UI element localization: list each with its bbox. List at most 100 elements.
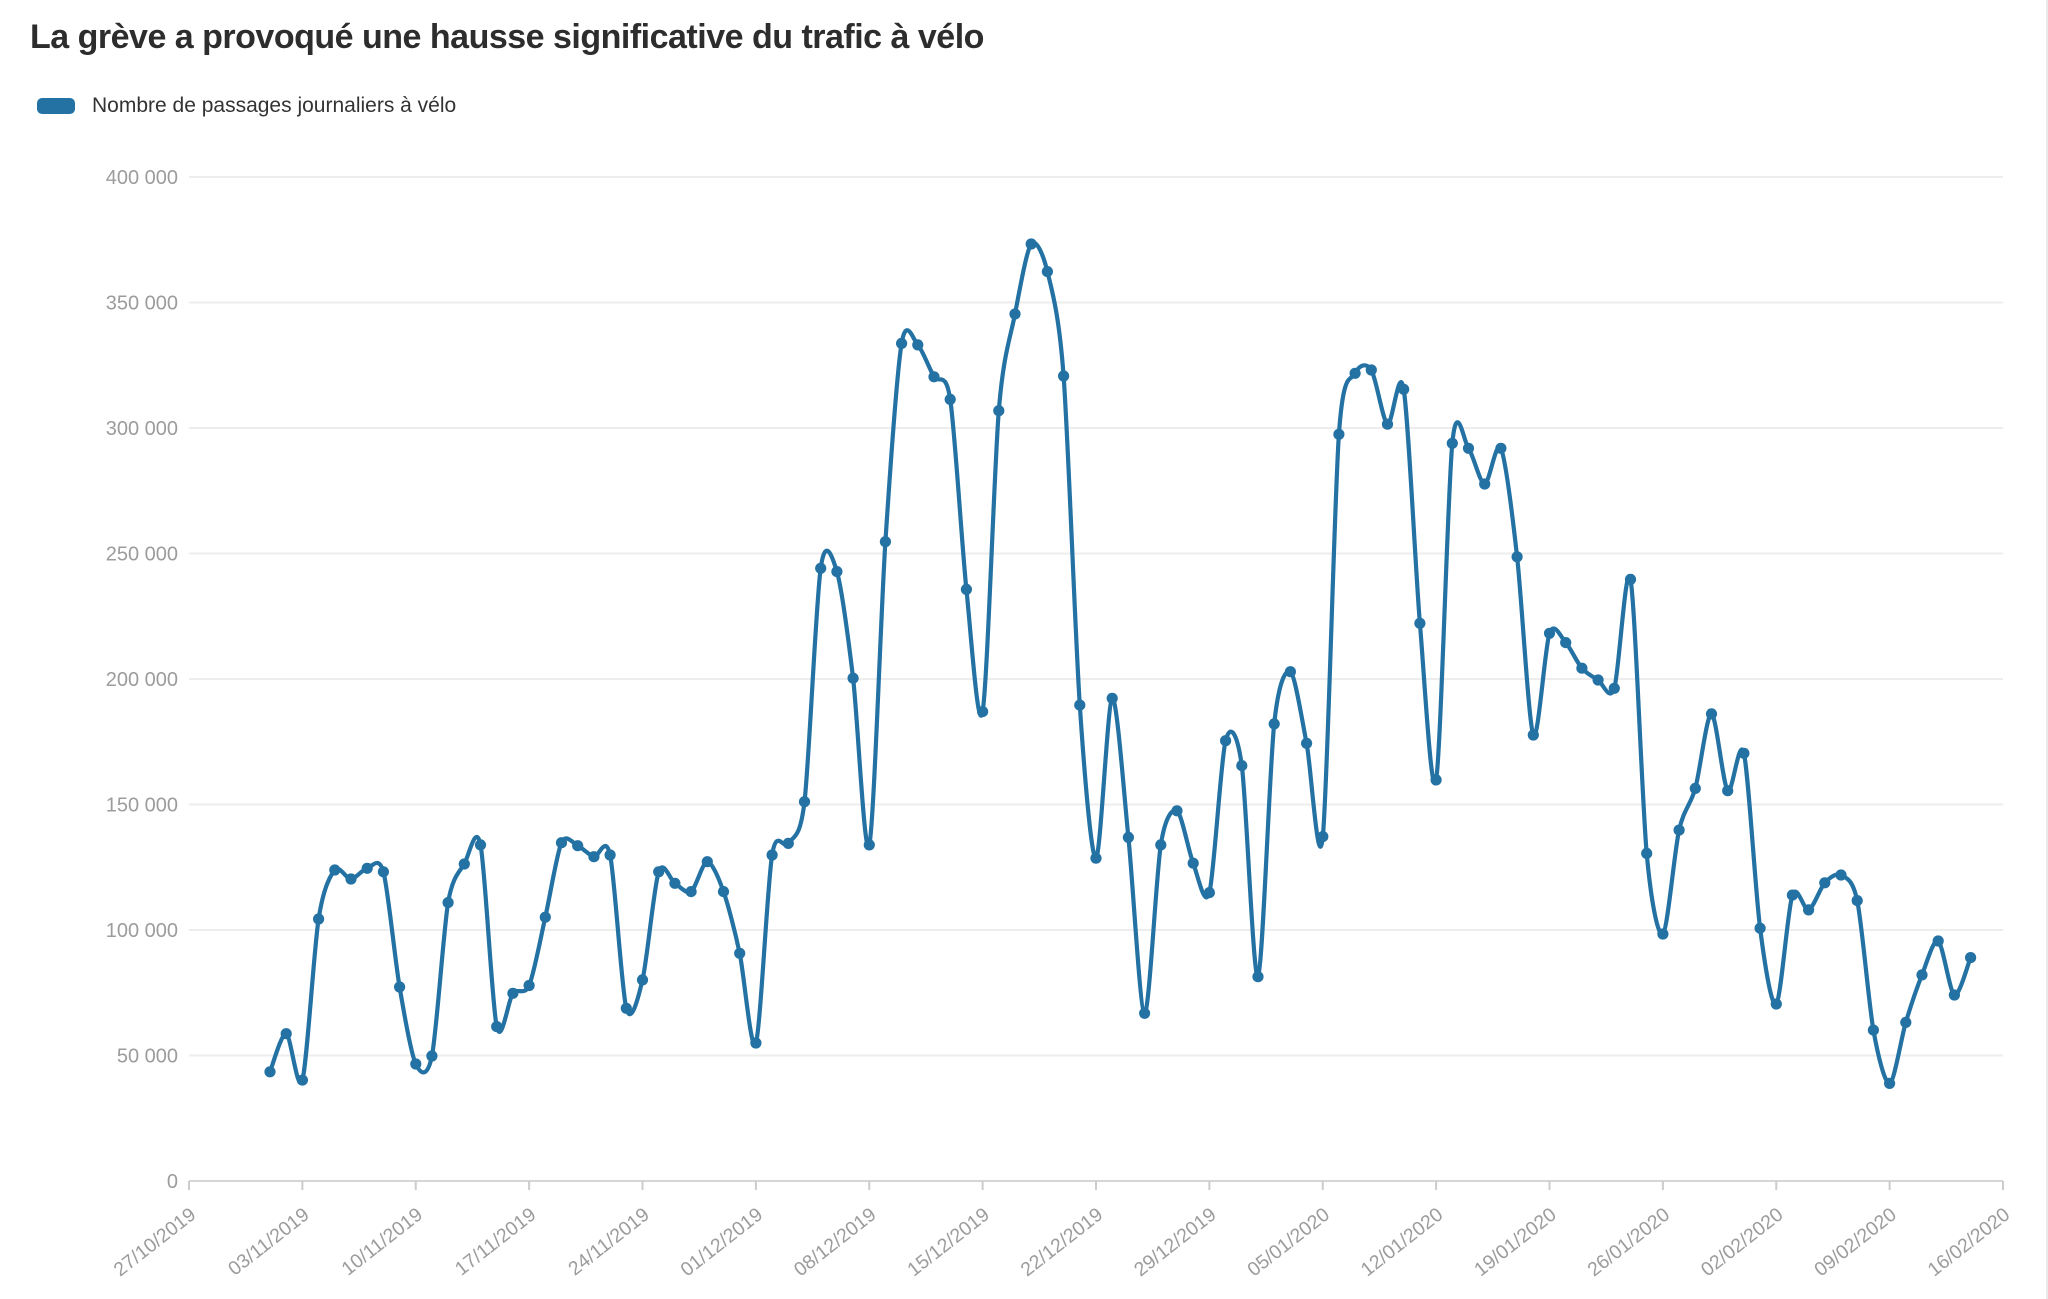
- data-point[interactable]: [944, 393, 956, 405]
- data-point[interactable]: [734, 947, 746, 959]
- data-point[interactable]: [1592, 674, 1604, 686]
- data-point[interactable]: [1284, 666, 1296, 678]
- data-point[interactable]: [1462, 442, 1475, 454]
- data-point[interactable]: [1236, 760, 1248, 772]
- data-point[interactable]: [669, 877, 681, 889]
- data-point[interactable]: [572, 840, 584, 852]
- data-point[interactable]: [410, 1058, 422, 1070]
- data-point[interactable]: [491, 1021, 503, 1033]
- data-point[interactable]: [1819, 877, 1831, 889]
- data-point[interactable]: [1139, 1007, 1151, 1019]
- data-point[interactable]: [912, 339, 924, 351]
- data-point[interactable]: [1770, 998, 1782, 1010]
- data-point[interactable]: [717, 886, 730, 898]
- data-point[interactable]: [1317, 831, 1329, 843]
- data-point[interactable]: [1932, 935, 1944, 947]
- data-point[interactable]: [1576, 662, 1588, 674]
- data-point[interactable]: [1722, 785, 1734, 797]
- data-point[interactable]: [1754, 922, 1766, 934]
- data-point[interactable]: [1349, 367, 1361, 379]
- data-point[interactable]: [1641, 847, 1653, 860]
- data-point[interactable]: [1543, 627, 1556, 639]
- data-point[interactable]: [620, 1002, 632, 1014]
- data-point[interactable]: [1365, 364, 1377, 376]
- data-point[interactable]: [977, 706, 989, 718]
- data-point[interactable]: [1106, 692, 1118, 704]
- data-point[interactable]: [1252, 971, 1264, 983]
- data-point[interactable]: [863, 839, 875, 851]
- legend[interactable]: Nombre de passages journaliers à vélo: [37, 94, 456, 118]
- data-point[interactable]: [555, 837, 568, 849]
- data-point[interactable]: [1786, 889, 1798, 901]
- data-point[interactable]: [264, 1066, 276, 1078]
- data-point[interactable]: [636, 974, 649, 986]
- data-point[interactable]: [1624, 573, 1637, 586]
- data-point[interactable]: [847, 672, 859, 684]
- data-point[interactable]: [1916, 969, 1928, 981]
- data-point[interactable]: [1203, 887, 1215, 899]
- data-point[interactable]: [1398, 383, 1410, 395]
- data-point[interactable]: [588, 851, 600, 863]
- data-point[interactable]: [766, 849, 778, 861]
- data-point[interactable]: [394, 981, 406, 993]
- data-point[interactable]: [442, 897, 454, 909]
- data-point[interactable]: [377, 866, 389, 878]
- data-point[interactable]: [539, 911, 551, 923]
- data-point[interactable]: [1884, 1077, 1896, 1089]
- data-point[interactable]: [1527, 729, 1539, 741]
- data-point[interactable]: [329, 864, 341, 876]
- data-point[interactable]: [604, 849, 616, 861]
- data-point[interactable]: [1171, 805, 1183, 817]
- data-point[interactable]: [1608, 682, 1620, 694]
- data-point[interactable]: [1560, 637, 1572, 649]
- data-point[interactable]: [345, 873, 357, 885]
- data-point[interactable]: [1268, 718, 1280, 730]
- data-point[interactable]: [458, 858, 470, 870]
- data-point[interactable]: [1657, 928, 1669, 940]
- data-point[interactable]: [1187, 857, 1199, 869]
- data-point[interactable]: [1333, 428, 1345, 440]
- data-point[interactable]: [1446, 437, 1458, 449]
- data-point[interactable]: [782, 837, 794, 850]
- data-point[interactable]: [1301, 737, 1313, 749]
- data-point[interactable]: [1414, 617, 1426, 629]
- data-point[interactable]: [879, 536, 892, 548]
- data-point[interactable]: [1835, 869, 1847, 881]
- data-point[interactable]: [1948, 989, 1960, 1001]
- data-point[interactable]: [928, 371, 940, 383]
- data-point[interactable]: [1900, 1016, 1912, 1028]
- data-point[interactable]: [1673, 824, 1685, 836]
- data-point[interactable]: [1689, 782, 1701, 795]
- data-point[interactable]: [798, 796, 811, 808]
- data-point[interactable]: [1738, 747, 1750, 759]
- data-point[interactable]: [896, 337, 908, 349]
- data-point[interactable]: [653, 866, 665, 878]
- data-point[interactable]: [1705, 708, 1718, 720]
- data-point[interactable]: [1155, 839, 1167, 851]
- data-point[interactable]: [474, 839, 487, 851]
- data-point[interactable]: [1041, 266, 1053, 278]
- data-point[interactable]: [1511, 551, 1523, 563]
- data-point[interactable]: [993, 405, 1005, 417]
- data-point[interactable]: [1058, 370, 1070, 382]
- data-point[interactable]: [1009, 308, 1021, 320]
- data-point[interactable]: [1122, 831, 1134, 844]
- data-point[interactable]: [523, 979, 535, 992]
- data-point[interactable]: [280, 1028, 292, 1040]
- data-point[interactable]: [960, 583, 973, 596]
- data-point[interactable]: [313, 913, 325, 925]
- data-point[interactable]: [750, 1037, 762, 1049]
- data-point[interactable]: [426, 1050, 438, 1062]
- data-point[interactable]: [1495, 442, 1507, 454]
- data-point[interactable]: [1381, 418, 1394, 430]
- data-point[interactable]: [831, 566, 843, 578]
- data-point[interactable]: [507, 987, 519, 999]
- data-point[interactable]: [1867, 1024, 1879, 1036]
- data-point[interactable]: [815, 562, 827, 574]
- data-point[interactable]: [1025, 238, 1037, 250]
- data-point[interactable]: [1220, 735, 1232, 747]
- data-point[interactable]: [296, 1074, 308, 1086]
- data-point[interactable]: [1479, 478, 1491, 490]
- data-point[interactable]: [1090, 852, 1102, 864]
- data-point[interactable]: [1851, 895, 1863, 907]
